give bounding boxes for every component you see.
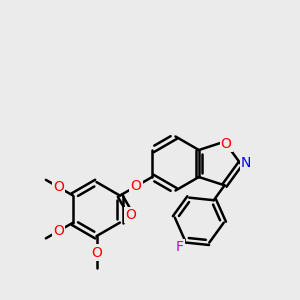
Text: O: O xyxy=(220,137,232,151)
Text: O: O xyxy=(53,224,64,238)
Text: O: O xyxy=(126,208,136,222)
Text: O: O xyxy=(91,246,102,260)
Text: O: O xyxy=(53,180,64,194)
Text: F: F xyxy=(176,240,184,254)
Text: O: O xyxy=(130,179,141,193)
Text: N: N xyxy=(241,156,251,170)
